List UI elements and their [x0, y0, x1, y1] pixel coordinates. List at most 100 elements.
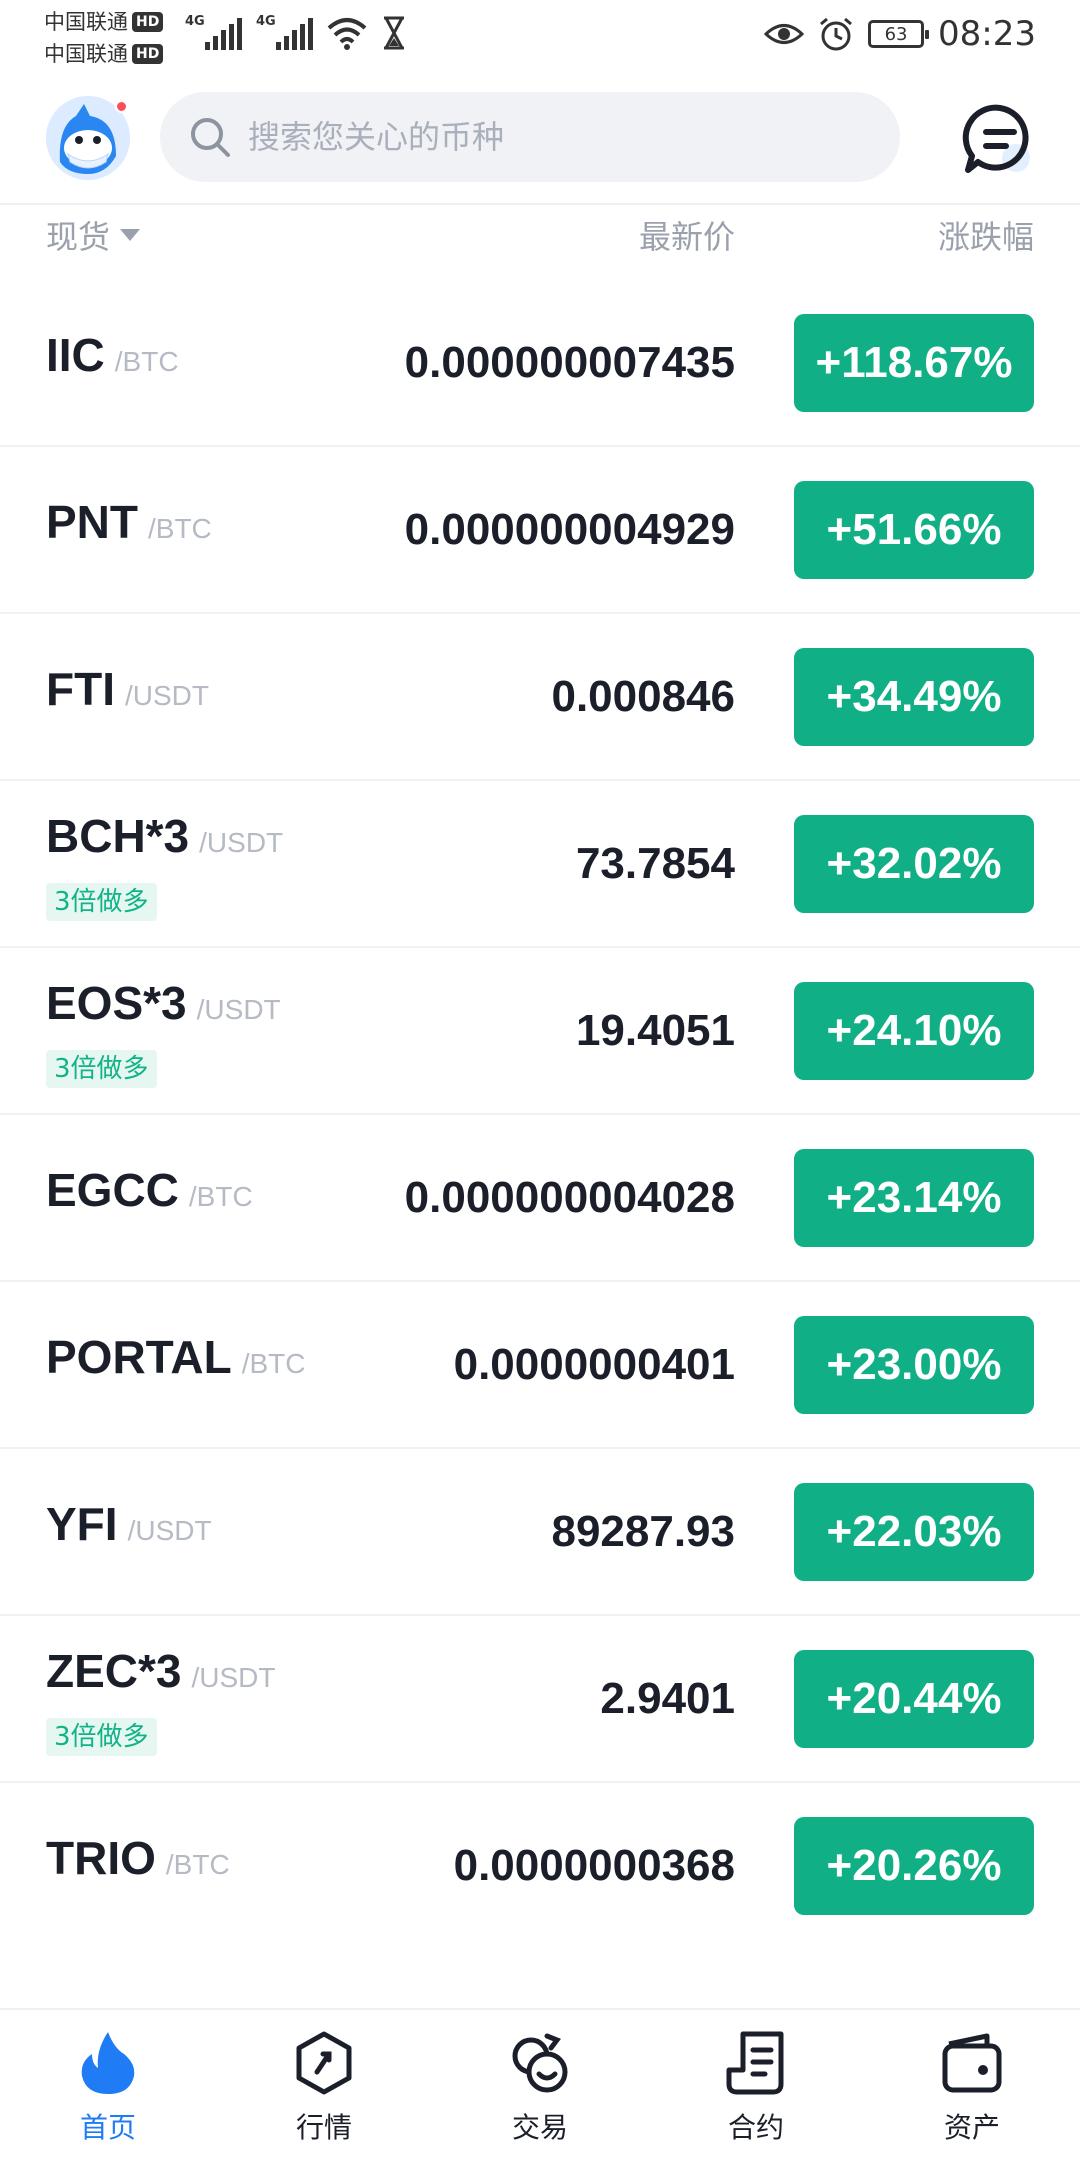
market-row[interactable]: BCH*3 /USDT 3倍做多 73.7854 +32.02%: [0, 781, 1080, 948]
market-icon: [291, 2030, 357, 2096]
nav-label-trade: 交易: [511, 2111, 568, 2144]
base-currency: TRIO: [46, 1832, 156, 1884]
nav-contract[interactable]: 合约: [648, 2010, 864, 2160]
symbol: YFI /USDT: [46, 1497, 212, 1551]
wifi-icon: [327, 18, 367, 50]
latest-price: 0.000000007435: [404, 337, 735, 387]
quote-currency: /USDT: [124, 680, 209, 711]
market-row[interactable]: ZEC*3 /USDT 3倍做多 2.9401 +20.44%: [0, 1616, 1080, 1783]
carrier-name-2: 中国联通: [44, 42, 128, 66]
market-row[interactable]: EOS*3 /USDT 3倍做多 19.4051 +24.10%: [0, 948, 1080, 1115]
network-type-2: 4G: [256, 14, 276, 29]
base-currency: YFI: [46, 1498, 118, 1550]
change-badge[interactable]: +32.02%: [794, 815, 1034, 913]
symbol: ZEC*3 /USDT: [46, 1644, 275, 1698]
trade-icon: [507, 2030, 573, 2096]
change-badge[interactable]: +34.49%: [794, 648, 1034, 746]
search-input[interactable]: [248, 118, 848, 156]
quote-currency: /BTC: [188, 1181, 253, 1212]
latest-price: 73.7854: [575, 838, 735, 888]
change-badge[interactable]: +20.26%: [794, 1817, 1034, 1915]
market-row[interactable]: FTI /USDT 0.000846 +34.49%: [0, 614, 1080, 781]
alarm-icon: [820, 17, 852, 51]
symbol: EOS*3 /USDT: [46, 976, 281, 1030]
nav-trade[interactable]: 交易: [432, 2010, 648, 2160]
leverage-tag: 3倍做多: [46, 883, 157, 921]
market-row[interactable]: PNT /BTC 0.000000004929 +51.66%: [0, 447, 1080, 614]
latest-price: 0.0000000401: [453, 1339, 735, 1389]
change-badge[interactable]: +20.44%: [794, 1650, 1034, 1748]
market-row[interactable]: IIC /BTC 0.000000007435 +118.67%: [0, 280, 1080, 447]
change-badge[interactable]: +24.10%: [794, 982, 1034, 1080]
change-badge[interactable]: +23.00%: [794, 1316, 1034, 1414]
battery-icon: 63: [868, 20, 930, 48]
nav-label-contract: 合约: [727, 2111, 784, 2144]
base-currency: FTI: [46, 663, 115, 715]
base-currency: IIC: [46, 329, 105, 381]
network-type-1: 4G: [185, 14, 205, 29]
symbol: PORTAL /BTC: [46, 1330, 305, 1384]
quote-currency: /USDT: [191, 1662, 276, 1693]
latest-price: 0.000846: [551, 671, 735, 721]
quote-currency: /USDT: [196, 994, 281, 1025]
market-row[interactable]: EGCC /BTC 0.000000004028 +23.14%: [0, 1115, 1080, 1282]
change-badge[interactable]: +51.66%: [794, 481, 1034, 579]
signal-icon-2: 4G: [256, 14, 313, 50]
column-headers: 现货 最新价 涨跌幅: [0, 212, 1080, 268]
spot-filter-dropdown[interactable]: 现货: [46, 212, 141, 258]
latest-price: 0.000000004028: [404, 1172, 735, 1222]
nav-market[interactable]: 行情: [216, 2010, 432, 2160]
carrier-name-1: 中国联通: [44, 10, 128, 34]
symbol: PNT /BTC: [46, 495, 212, 549]
quote-currency: /USDT: [199, 827, 284, 858]
market-row[interactable]: YFI /USDT 89287.93 +22.03%: [0, 1449, 1080, 1616]
change-badge[interactable]: +22.03%: [794, 1483, 1034, 1581]
leverage-tag: 3倍做多: [46, 1050, 157, 1088]
status-bar: 中国联通 HD 中国联通 HD 4G 4G: [0, 0, 1080, 76]
symbol: EGCC /BTC: [46, 1163, 253, 1217]
change-badge[interactable]: +118.67%: [794, 314, 1034, 412]
price-column-header[interactable]: 最新价: [638, 218, 735, 256]
quote-currency: /BTC: [114, 346, 179, 377]
base-currency: EGCC: [46, 1164, 179, 1216]
quote-currency: /BTC: [148, 513, 212, 544]
symbol: BCH*3 /USDT: [46, 809, 283, 863]
base-currency: PNT: [46, 496, 138, 548]
symbol: TRIO /BTC: [46, 1831, 230, 1885]
message-button[interactable]: [962, 102, 1038, 178]
avatar[interactable]: [46, 96, 130, 180]
header-divider: [0, 203, 1080, 205]
market-list: IIC /BTC 0.000000007435 +118.67% PNT /BT…: [0, 280, 1080, 1950]
latest-price: 19.4051: [575, 1005, 735, 1055]
latest-price: 89287.93: [551, 1506, 735, 1556]
base-currency: BCH*3: [46, 810, 190, 862]
quote-currency: /BTC: [165, 1849, 230, 1880]
symbol: IIC /BTC: [46, 328, 179, 382]
search-box[interactable]: [160, 92, 900, 182]
market-row[interactable]: PORTAL /BTC 0.0000000401 +23.00%: [0, 1282, 1080, 1449]
bottom-nav: 首页 行情 交易 合约: [0, 2008, 1080, 2160]
spot-label: 现货: [46, 218, 111, 256]
flame-icon: [75, 2030, 141, 2096]
change-column-header[interactable]: 涨跌幅: [937, 218, 1034, 256]
change-badge[interactable]: +23.14%: [794, 1149, 1034, 1247]
contract-icon: [723, 2030, 789, 2096]
notification-dot: [115, 100, 128, 113]
market-row[interactable]: TRIO /BTC 0.0000000368 +20.26%: [0, 1783, 1080, 1950]
carrier-info: 中国联通 HD 中国联通 HD: [44, 6, 164, 70]
nav-assets[interactable]: 资产: [864, 2010, 1080, 2160]
hd-badge-2: HD: [132, 44, 164, 64]
nav-home[interactable]: 首页: [0, 2010, 216, 2160]
latest-price: 2.9401: [600, 1673, 735, 1723]
caret-down-icon: [120, 229, 141, 241]
latest-price: 0.000000004929: [404, 504, 735, 554]
symbol: FTI /USDT: [46, 662, 209, 716]
search-icon: [191, 118, 230, 157]
signal-icon-1: 4G: [185, 14, 242, 50]
leverage-tag: 3倍做多: [46, 1718, 157, 1756]
chat-bubble-icon: [962, 104, 1030, 173]
nav-label-market: 行情: [295, 2111, 352, 2144]
quote-currency: /USDT: [127, 1515, 212, 1546]
base-currency: EOS*3: [46, 977, 187, 1029]
hd-badge-1: HD: [132, 12, 164, 32]
